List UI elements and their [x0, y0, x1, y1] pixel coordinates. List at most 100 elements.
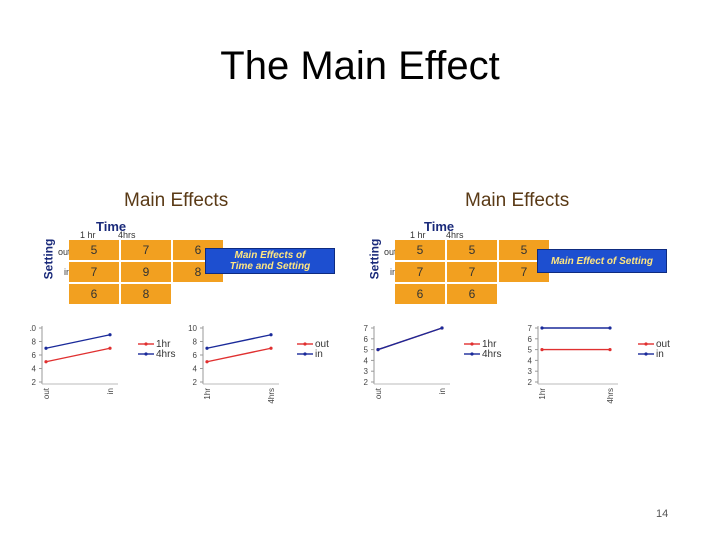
data-table: 5 7 6 7 9 8 6 8 — [67, 238, 225, 306]
legend-label: 4hrs — [156, 349, 175, 360]
data-point — [269, 333, 273, 337]
x-tick-label: in — [106, 388, 115, 394]
y-tick-label: 10 — [188, 324, 197, 333]
data-point — [108, 346, 112, 350]
table-cell: 7 — [69, 262, 119, 282]
main-effects-box: Main Effects of Time and Setting — [205, 248, 335, 274]
y-tick-label: 6 — [528, 335, 533, 344]
empty-cell — [173, 284, 223, 304]
table-cell: 7 — [395, 262, 445, 282]
box-text: Main Effects of — [234, 250, 306, 261]
row-header: out — [384, 247, 397, 257]
setting-label: Setting — [41, 238, 56, 280]
data-table: 5 5 5 7 7 7 6 6 — [393, 238, 551, 306]
table-cell: 7 — [121, 240, 171, 260]
y-tick-label: 6 — [364, 335, 369, 344]
table-cell: 7 — [447, 262, 497, 282]
col-header: 4hrs — [446, 230, 464, 240]
data-point — [205, 360, 209, 364]
y-tick-label: 5 — [528, 346, 533, 355]
y-tick-label: 6 — [193, 351, 198, 360]
data-point — [540, 326, 544, 330]
series-line — [206, 347, 272, 363]
x-tick-label: 4hrs — [267, 388, 276, 404]
y-tick-label: 7 — [528, 324, 533, 333]
main-effect-box: Main Effect of Setting — [537, 249, 667, 273]
col-header: 1 hr — [80, 230, 96, 240]
table-cell: 5 — [447, 240, 497, 260]
y-tick-label: 2 — [193, 378, 198, 387]
data-point — [440, 326, 444, 330]
y-tick-label: 7 — [364, 324, 369, 333]
legend-marker — [144, 352, 148, 356]
panel-title: Main Effects — [465, 190, 570, 211]
table-cell: 6 — [395, 284, 445, 304]
series-line — [206, 334, 272, 349]
row-header: in — [64, 267, 72, 277]
x-tick-label: 1hr — [203, 388, 212, 400]
legend-label: 4hrs — [482, 349, 501, 360]
y-tick-label: 4 — [193, 365, 198, 374]
y-tick-label: 10 — [30, 324, 37, 333]
time-label: Time — [96, 219, 127, 234]
time-label: Time — [424, 219, 455, 234]
x-tick-label: out — [374, 387, 383, 399]
setting-label: Setting — [367, 238, 382, 280]
legend-label: 1hr — [156, 339, 171, 350]
page-number: 14 — [656, 508, 669, 520]
y-tick-label: 8 — [32, 338, 37, 347]
row-header: in — [390, 267, 398, 277]
data-point — [608, 348, 612, 352]
legend-label: out — [315, 339, 329, 350]
legend-marker — [470, 352, 474, 356]
series-line — [377, 327, 443, 351]
y-tick-label: 5 — [364, 346, 369, 355]
box-text: Time and Setting — [229, 261, 311, 272]
y-tick-label: 4 — [364, 356, 369, 365]
y-tick-label: 3 — [528, 367, 533, 376]
panel-title: Main Effects — [124, 190, 229, 211]
data-point — [44, 360, 48, 364]
x-tick-label: in — [438, 388, 447, 394]
y-tick-label: 6 — [32, 351, 37, 360]
table-cell: 5 — [499, 240, 549, 260]
legend-label: 1hr — [482, 339, 497, 350]
series-line — [45, 347, 111, 363]
y-tick-label: 4 — [528, 356, 533, 365]
table-cell: 9 — [121, 262, 171, 282]
slide-title: The Main Effect — [220, 44, 500, 88]
legend-label: in — [315, 349, 323, 360]
legend-marker — [303, 342, 307, 346]
y-tick-label: 2 — [528, 378, 533, 387]
data-point — [108, 333, 112, 337]
data-point — [376, 348, 380, 352]
table-cell: 6 — [447, 284, 497, 304]
y-tick-label: 2 — [364, 378, 369, 387]
y-tick-label: 8 — [193, 338, 198, 347]
legend-label: in — [656, 349, 664, 360]
legend-marker — [144, 342, 148, 346]
legend-label: out — [656, 339, 670, 350]
data-point — [608, 326, 612, 330]
col-header: 4hrs — [118, 230, 136, 240]
series-line — [45, 334, 111, 349]
legend-marker — [644, 342, 648, 346]
legend-marker — [470, 342, 474, 346]
legend-marker — [303, 352, 307, 356]
table-cell: 5 — [69, 240, 119, 260]
data-point — [269, 346, 273, 350]
x-tick-label: out — [42, 387, 51, 399]
x-tick-label: 1hr — [538, 388, 547, 400]
table-cell: 7 — [499, 262, 549, 282]
table-cell: 8 — [121, 284, 171, 304]
data-point — [540, 348, 544, 352]
y-tick-label: 4 — [32, 365, 37, 374]
row-header: out — [58, 247, 71, 257]
y-tick-label: 2 — [32, 378, 37, 387]
table-cell: 5 — [395, 240, 445, 260]
data-point — [205, 346, 209, 350]
